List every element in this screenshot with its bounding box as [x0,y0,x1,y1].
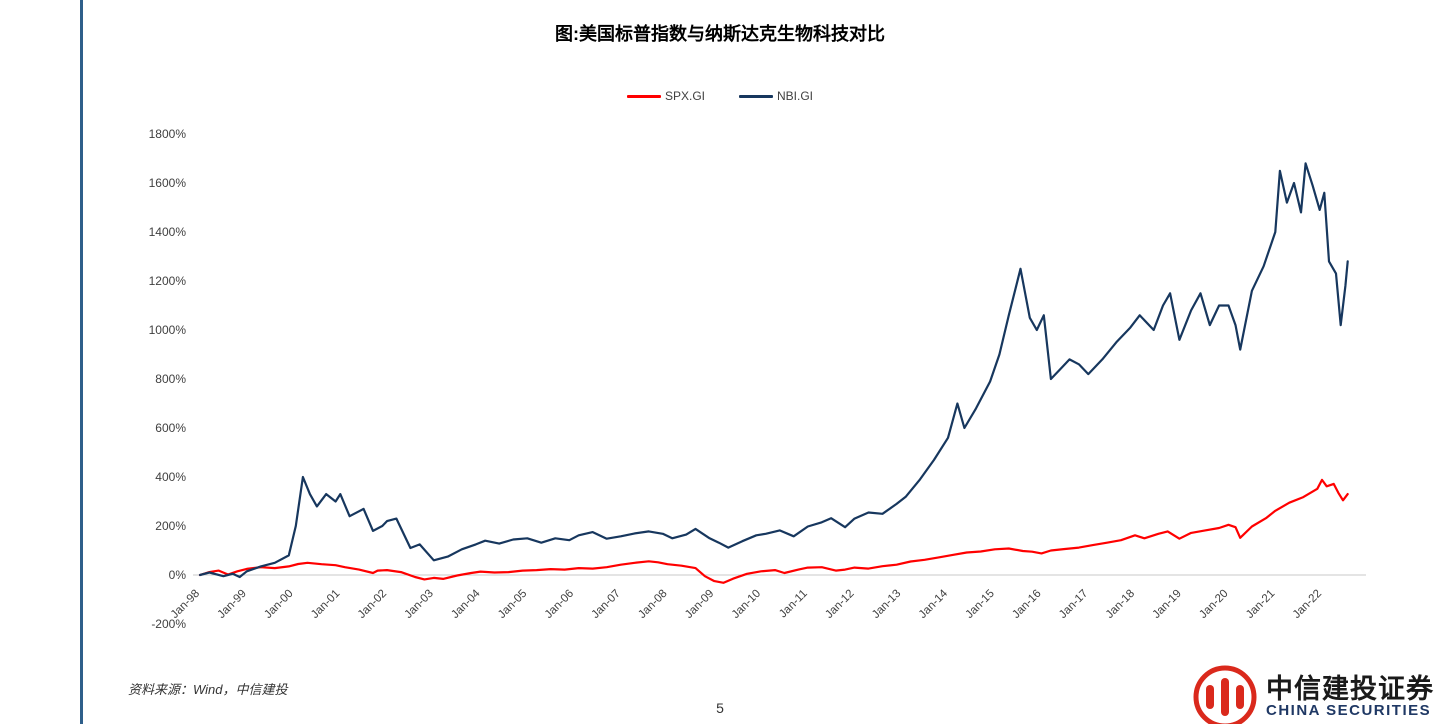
svg-text:Jan-15: Jan-15 [964,588,997,621]
legend-item-nbi: NBI.GI [739,89,813,103]
page-number: 5 [716,700,724,716]
source-note: 资料来源：Wind，中信建投 [128,682,288,697]
svg-text:1400%: 1400% [149,225,187,239]
svg-text:Jan-16: Jan-16 [1010,588,1043,621]
svg-text:Jan-07: Jan-07 [590,588,623,621]
svg-text:Jan-09: Jan-09 [683,588,716,621]
svg-text:Jan-12: Jan-12 [823,588,856,621]
svg-text:Jan-03: Jan-03 [403,588,436,621]
left-border-line [80,0,83,724]
company-logo: 中信建投证券 CHINA SECURITIES [1192,664,1434,724]
svg-text:Jan-04: Jan-04 [449,587,483,621]
chart-legend: SPX.GI NBI.GI [0,89,1440,103]
svg-text:-200%: -200% [151,617,186,631]
nbi-line-swatch [739,94,773,98]
svg-text:Jan-00: Jan-00 [262,588,295,621]
svg-text:Jan-19: Jan-19 [1151,588,1184,621]
svg-text:Jan-17: Jan-17 [1057,588,1090,621]
svg-text:Jan-98: Jan-98 [169,588,202,621]
svg-text:Jan-05: Jan-05 [496,588,529,621]
legend-label-spx: SPX.GI [664,89,705,103]
svg-text:Jan-13: Jan-13 [870,588,903,621]
legend-item-spx: SPX.GI [626,89,705,103]
legend-label-nbi: NBI.GI [777,89,814,103]
svg-text:Jan-11: Jan-11 [777,588,810,621]
svg-text:800%: 800% [155,372,186,386]
svg-text:600%: 600% [155,421,186,435]
svg-text:1800%: 1800% [149,127,187,141]
svg-text:0%: 0% [169,568,187,582]
svg-text:Jan-06: Jan-06 [543,588,576,621]
svg-text:400%: 400% [155,470,186,484]
svg-text:200%: 200% [155,519,186,533]
svg-text:Jan-01: Jan-01 [309,588,342,621]
svg-text:1200%: 1200% [149,274,187,288]
svg-text:1000%: 1000% [149,323,187,337]
svg-text:Jan-22: Jan-22 [1291,588,1324,621]
svg-text:Jan-18: Jan-18 [1104,588,1137,621]
company-logo-text: 中信建投证券 CHINA SECURITIES [1266,675,1434,719]
svg-text:Jan-14: Jan-14 [917,587,951,621]
logo-name-cn: 中信建投证券 [1266,673,1434,704]
svg-text:Jan-10: Jan-10 [730,588,763,621]
svg-text:Jan-20: Jan-20 [1197,588,1230,621]
svg-text:Jan-02: Jan-02 [356,588,389,621]
svg-text:Jan-21: Jan-21 [1244,588,1277,621]
svg-text:Jan-08: Jan-08 [636,588,669,621]
cscs-logo-icon [1193,665,1257,724]
logo-name-en: CHINA SECURITIES [1266,702,1432,720]
spx-line-swatch [626,94,661,98]
svg-text:1600%: 1600% [149,176,187,190]
chart-title: 图:美国标普指数与纳斯达克生物科技对比 [555,24,885,44]
svg-text:Jan-99: Jan-99 [216,588,249,621]
